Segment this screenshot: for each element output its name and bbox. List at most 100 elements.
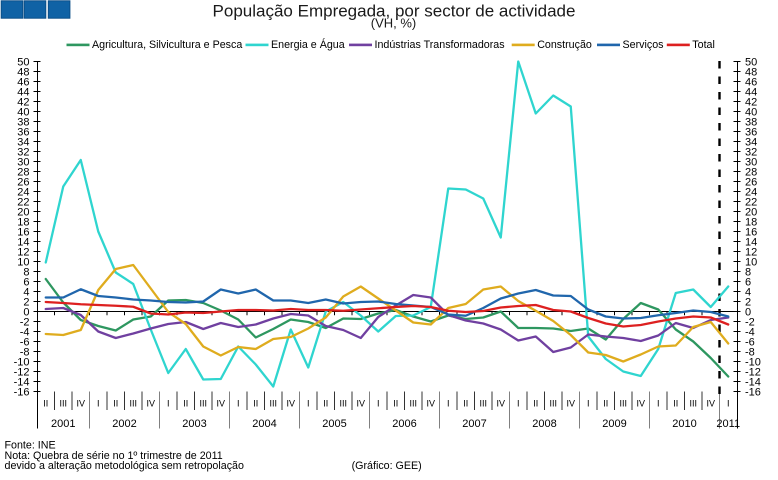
svg-text:2008: 2008 bbox=[532, 418, 556, 430]
svg-text:Fonte: INE: Fonte: INE bbox=[5, 440, 56, 452]
svg-text:-14: -14 bbox=[745, 376, 761, 388]
svg-text:2002: 2002 bbox=[112, 418, 136, 430]
svg-text:IV: IV bbox=[426, 399, 435, 409]
svg-text:I: I bbox=[97, 399, 100, 409]
svg-text:-6: -6 bbox=[20, 336, 30, 348]
svg-text:-2: -2 bbox=[745, 316, 755, 328]
svg-text:(Gráfico: GEE): (Gráfico: GEE) bbox=[352, 460, 422, 472]
svg-text:(VH, %): (VH, %) bbox=[371, 16, 417, 31]
svg-text:2: 2 bbox=[745, 296, 751, 308]
svg-text:I: I bbox=[447, 399, 450, 409]
svg-text:IV: IV bbox=[356, 399, 365, 409]
svg-text:II: II bbox=[603, 399, 608, 409]
svg-text:44: 44 bbox=[745, 86, 757, 98]
svg-text:36: 36 bbox=[745, 126, 757, 138]
svg-text:II: II bbox=[673, 399, 678, 409]
svg-text:2007: 2007 bbox=[462, 418, 486, 430]
svg-text:8: 8 bbox=[745, 266, 751, 278]
svg-text:Total: Total bbox=[692, 39, 715, 51]
svg-text:28: 28 bbox=[17, 166, 29, 178]
svg-text:-14: -14 bbox=[14, 376, 30, 388]
svg-text:III: III bbox=[479, 399, 487, 409]
svg-text:32: 32 bbox=[17, 146, 29, 158]
svg-text:0: 0 bbox=[745, 306, 751, 318]
svg-text:38: 38 bbox=[745, 116, 757, 128]
svg-text:46: 46 bbox=[17, 76, 29, 88]
svg-text:I: I bbox=[587, 399, 590, 409]
svg-text:-16: -16 bbox=[14, 386, 30, 398]
svg-text:2010: 2010 bbox=[672, 418, 696, 430]
svg-text:18: 18 bbox=[17, 216, 29, 228]
svg-text:II: II bbox=[533, 399, 538, 409]
svg-text:-10: -10 bbox=[745, 356, 761, 368]
svg-text:III: III bbox=[129, 399, 137, 409]
svg-text:12: 12 bbox=[17, 246, 29, 258]
svg-text:48: 48 bbox=[17, 66, 29, 78]
svg-text:-10: -10 bbox=[14, 356, 30, 368]
svg-text:IV: IV bbox=[76, 399, 85, 409]
svg-text:32: 32 bbox=[745, 146, 757, 158]
svg-text:46: 46 bbox=[745, 76, 757, 88]
svg-text:6: 6 bbox=[745, 276, 751, 288]
svg-text:I: I bbox=[727, 399, 730, 409]
svg-text:III: III bbox=[409, 399, 417, 409]
svg-text:-16: -16 bbox=[745, 386, 761, 398]
svg-text:8: 8 bbox=[23, 266, 29, 278]
svg-text:devido a alteração metodológic: devido a alteração metodológica sem retr… bbox=[5, 460, 244, 472]
svg-text:IV: IV bbox=[706, 399, 715, 409]
svg-text:22: 22 bbox=[17, 196, 29, 208]
svg-text:-6: -6 bbox=[745, 336, 755, 348]
svg-text:II: II bbox=[393, 399, 398, 409]
svg-text:34: 34 bbox=[745, 136, 757, 148]
svg-text:40: 40 bbox=[17, 106, 29, 118]
svg-text:20: 20 bbox=[17, 206, 29, 218]
svg-text:II: II bbox=[183, 399, 188, 409]
svg-text:26: 26 bbox=[745, 176, 757, 188]
svg-text:I: I bbox=[237, 399, 240, 409]
svg-text:-2: -2 bbox=[20, 316, 30, 328]
svg-text:4: 4 bbox=[23, 286, 29, 298]
svg-text:2005: 2005 bbox=[322, 418, 346, 430]
svg-text:II: II bbox=[113, 399, 118, 409]
svg-text:42: 42 bbox=[17, 96, 29, 108]
svg-text:-12: -12 bbox=[14, 366, 30, 378]
svg-text:-12: -12 bbox=[745, 366, 761, 378]
svg-text:26: 26 bbox=[17, 176, 29, 188]
svg-text:Energia e Água: Energia e Água bbox=[271, 38, 345, 51]
svg-text:14: 14 bbox=[745, 236, 757, 248]
svg-text:2001: 2001 bbox=[51, 418, 75, 430]
svg-text:2006: 2006 bbox=[392, 418, 416, 430]
svg-text:Indústrias Transformadoras: Indústrias Transformadoras bbox=[375, 39, 505, 51]
svg-text:IV: IV bbox=[216, 399, 225, 409]
svg-text:II: II bbox=[253, 399, 258, 409]
svg-text:14: 14 bbox=[17, 236, 29, 248]
svg-text:6: 6 bbox=[23, 276, 29, 288]
svg-text:I: I bbox=[517, 399, 520, 409]
svg-text:III: III bbox=[689, 399, 697, 409]
svg-text:-4: -4 bbox=[20, 326, 30, 338]
svg-text:22: 22 bbox=[745, 196, 757, 208]
svg-text:30: 30 bbox=[745, 156, 757, 168]
svg-text:Nota: Quebra de série no 1º tr: Nota: Quebra de série no 1º trimestre de… bbox=[5, 450, 223, 462]
svg-text:III: III bbox=[199, 399, 207, 409]
svg-text:18: 18 bbox=[745, 216, 757, 228]
svg-text:IV: IV bbox=[286, 399, 295, 409]
svg-text:20: 20 bbox=[745, 206, 757, 218]
svg-text:III: III bbox=[59, 399, 67, 409]
svg-text:II: II bbox=[43, 399, 48, 409]
svg-text:30: 30 bbox=[17, 156, 29, 168]
svg-text:10: 10 bbox=[745, 256, 757, 268]
svg-text:I: I bbox=[167, 399, 170, 409]
svg-text:24: 24 bbox=[745, 186, 757, 198]
svg-text:-8: -8 bbox=[20, 346, 30, 358]
svg-text:Agricultura, Silvicultura e Pe: Agricultura, Silvicultura e Pesca bbox=[92, 39, 242, 51]
svg-text:24: 24 bbox=[17, 186, 29, 198]
svg-text:2004: 2004 bbox=[252, 418, 276, 430]
svg-text:28: 28 bbox=[745, 166, 757, 178]
svg-text:IV: IV bbox=[496, 399, 505, 409]
svg-text:10: 10 bbox=[17, 256, 29, 268]
svg-text:IV: IV bbox=[566, 399, 575, 409]
svg-text:Serviços: Serviços bbox=[623, 39, 664, 51]
svg-text:12: 12 bbox=[745, 246, 757, 258]
svg-text:16: 16 bbox=[745, 226, 757, 238]
